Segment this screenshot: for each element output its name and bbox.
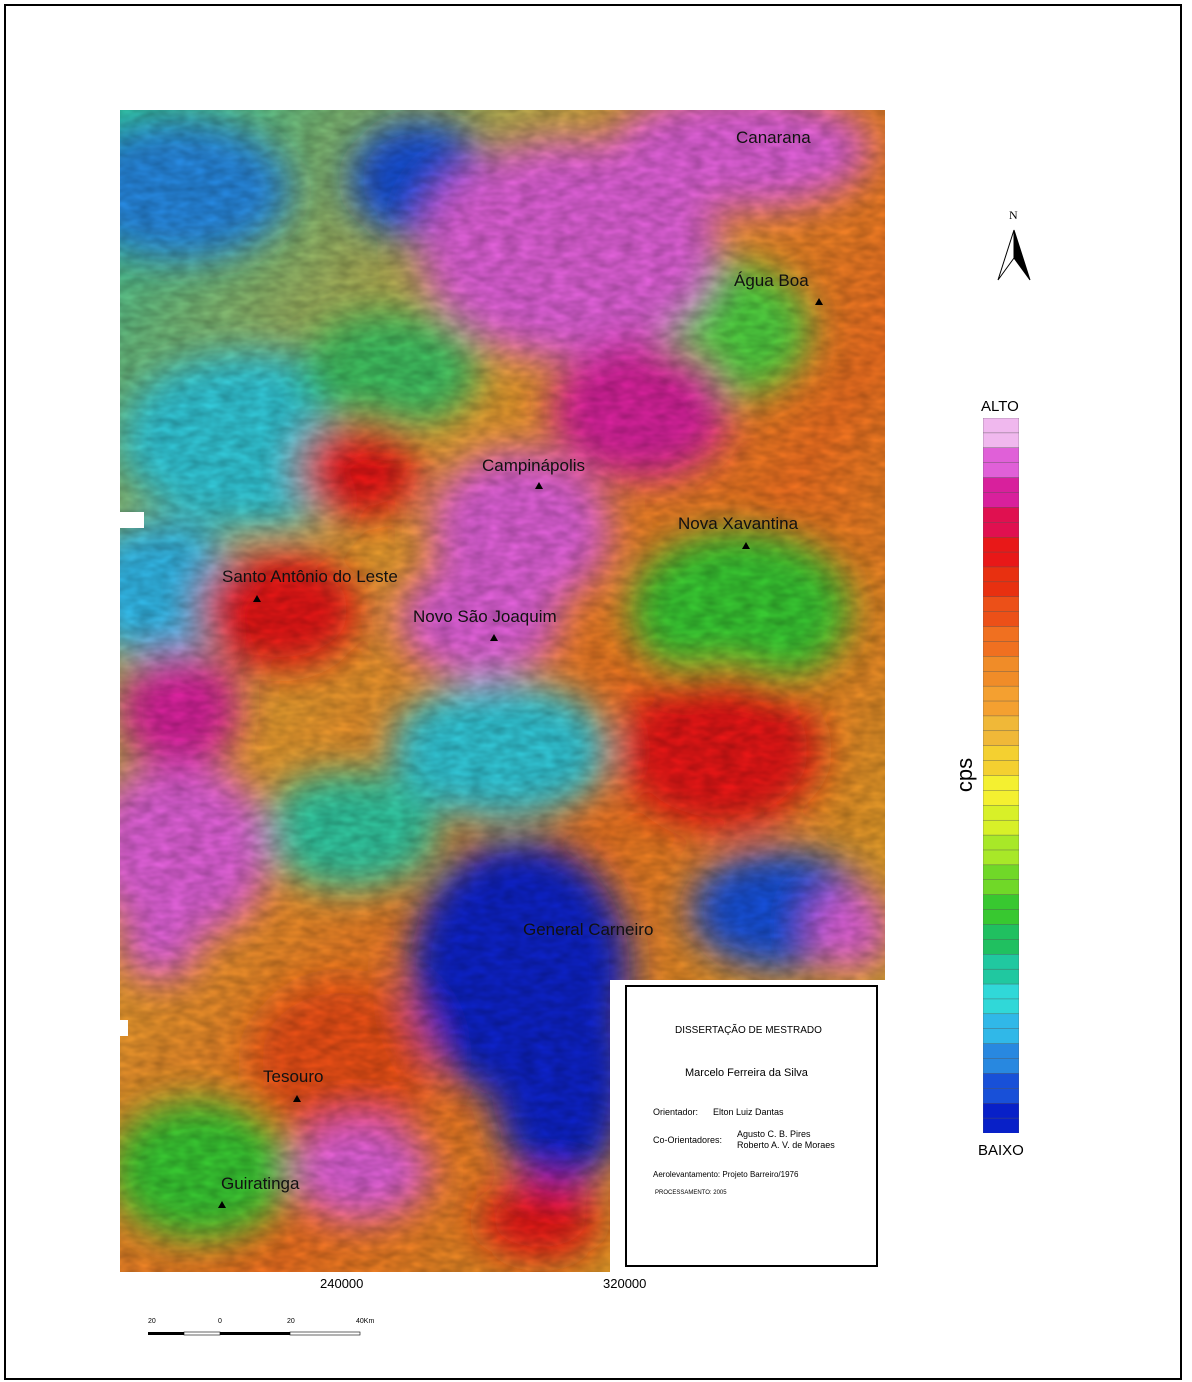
legend-swatch <box>983 1088 1019 1104</box>
town-marker-tesouro <box>293 1095 301 1102</box>
coadvisor-1: Agusto C. B. Pires <box>737 1129 811 1139</box>
scale-label-20: 20 <box>287 1318 295 1325</box>
legend-swatch <box>983 819 1019 836</box>
scale-label-20-left: 20 <box>148 1318 156 1325</box>
scale-label-0: 0 <box>218 1318 222 1325</box>
legend-swatch <box>983 775 1019 792</box>
page-frame <box>4 4 1182 1380</box>
x-tick-240000: 240000 <box>320 1276 364 1291</box>
legend-swatch <box>983 805 1019 821</box>
legend-swatch <box>983 968 1019 985</box>
town-marker-guiratinga <box>218 1201 226 1208</box>
north-arrow-icon <box>997 229 1031 281</box>
scale-bar-segments <box>148 1331 361 1336</box>
legend-color-bar <box>983 418 1019 1133</box>
legend-swatch <box>983 551 1019 568</box>
legend-swatch <box>983 939 1019 955</box>
legend-swatch <box>983 641 1019 658</box>
town-label-campinapolis: Campinápolis <box>482 456 585 475</box>
legend-unit-label: cps <box>952 757 977 793</box>
legend-swatch <box>983 626 1019 643</box>
coadvisor-2: Roberto A. V. de Moraes <box>737 1140 835 1150</box>
town-label-guiratinga: Guiratinga <box>221 1174 300 1193</box>
legend-swatch <box>983 1028 1019 1045</box>
legend-swatch <box>983 477 1019 494</box>
legend-swatch <box>983 566 1019 583</box>
author-name: Marcelo Ferreira da Silva <box>685 1067 808 1079</box>
legend-swatch <box>983 1043 1019 1060</box>
title-block: DISSERTAÇÃO DE MESTRADO Marcelo Ferreira… <box>625 985 878 1267</box>
legend-swatch <box>983 536 1019 553</box>
legend-swatch <box>983 715 1019 732</box>
town-label-novo-sao-joaquim: Novo São Joaquim <box>413 607 557 626</box>
legend-swatch <box>983 834 1019 851</box>
legend-swatch <box>983 760 1019 777</box>
legend-swatch <box>983 983 1019 1000</box>
legend-swatch <box>983 1058 1019 1075</box>
legend-swatch <box>983 611 1019 628</box>
town-label-tesouro: Tesouro <box>263 1067 324 1086</box>
town-label-agua-boa: Água Boa <box>734 271 809 290</box>
advisor-name: Elton Luiz Dantas <box>713 1107 784 1117</box>
legend-swatch <box>983 849 1019 866</box>
thesis-title: DISSERTAÇÃO DE MESTRADO <box>675 1025 822 1036</box>
processing-note: PROCESSAMENTO: 2005 <box>655 1190 727 1196</box>
town-label-nova-xavantina: Nova Xavantina <box>678 514 799 533</box>
legend-swatch <box>983 447 1019 464</box>
legend-swatch <box>983 492 1019 509</box>
legend-swatch <box>983 1103 1019 1119</box>
legend-swatch <box>983 998 1019 1015</box>
legend-swatch <box>983 909 1019 926</box>
legend-swatch <box>983 432 1019 449</box>
legend-swatch <box>983 596 1019 613</box>
legend-swatch <box>983 730 1019 747</box>
legend-high-label: ALTO <box>981 398 1019 415</box>
town-label-general-carneiro: General Carneiro <box>523 920 654 939</box>
legend-swatch <box>983 671 1019 687</box>
legend-swatch <box>983 685 1019 702</box>
town-label-santo-antonio-do-leste: Santo Antônio do Leste <box>222 567 398 586</box>
legend-low-label: BAIXO <box>978 1142 1024 1159</box>
survey-note: Aerolevantamento: Projeto Barreiro/1976 <box>653 1170 799 1179</box>
advisor-label: Orientador: <box>653 1107 699 1117</box>
legend-swatch <box>983 700 1019 717</box>
town-marker-campinapolis <box>535 482 543 489</box>
legend-swatch <box>983 581 1019 598</box>
scale-label-40km: 40Km <box>356 1318 375 1325</box>
north-label: N <box>1009 208 1018 222</box>
coadvisors-label: Co-Orientadores: <box>653 1135 723 1145</box>
legend-swatch <box>983 879 1019 896</box>
legend-swatch <box>983 1013 1019 1030</box>
legend-swatch <box>983 954 1019 970</box>
legend-swatch <box>983 462 1019 479</box>
legend-swatch <box>983 924 1019 941</box>
legend-swatch <box>983 507 1019 523</box>
legend-swatch <box>983 745 1019 762</box>
legend-swatch <box>983 894 1019 911</box>
town-marker-novo-sao-joaquim <box>490 634 498 641</box>
legend-swatch <box>983 1073 1019 1090</box>
legend-swatch <box>983 522 1019 538</box>
town-marker-santo-antonio-do-leste <box>253 595 261 602</box>
legend-swatch <box>983 864 1019 881</box>
town-marker-nova-xavantina <box>742 542 750 549</box>
town-marker-agua-boa <box>815 298 823 305</box>
town-label-canarana: Canarana <box>736 128 811 147</box>
legend-swatch <box>983 418 1019 434</box>
x-tick-320000: 320000 <box>603 1276 647 1291</box>
legend-swatch <box>983 1117 1019 1133</box>
legend-swatch <box>983 656 1019 672</box>
legend-swatch <box>983 790 1019 806</box>
